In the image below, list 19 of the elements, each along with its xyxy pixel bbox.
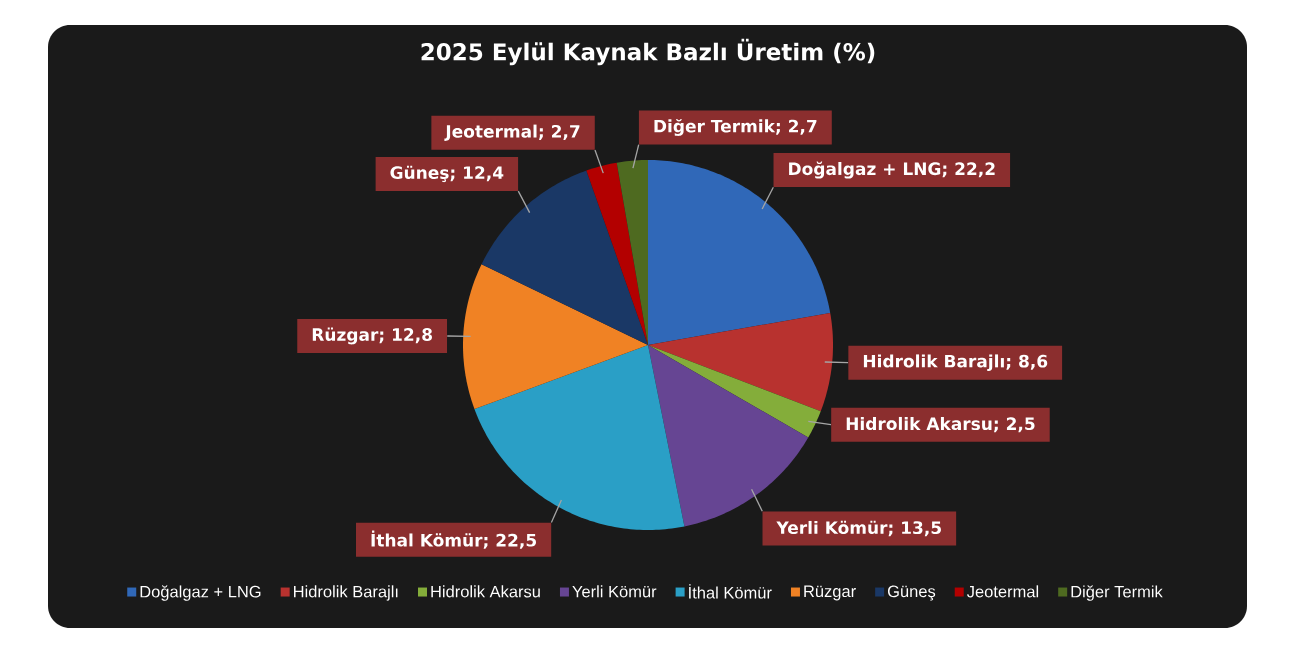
data-label: Rüzgar; 12,8 [312, 327, 432, 345]
data-label: Yerli Kömür; 13,5 [776, 520, 941, 537]
legend-label: Diğer Termik [1071, 585, 1163, 601]
data-label: Hidrolik Akarsu; 2,5 [846, 416, 1035, 433]
data-label: Güneş; 12,4 [390, 165, 504, 183]
data-label: İthal Kömür; 22,5 [371, 530, 536, 549]
data-label: Diğer Termik; 2,7 [654, 118, 817, 136]
chart-title: 2025 Eylül Kaynak Bazlı Üretim (%) [421, 38, 875, 66]
legend-label: Yerli Kömür [572, 585, 657, 598]
legend-label: Jeotermal [967, 585, 1039, 598]
legend-label: Rüzgar [804, 585, 856, 601]
data-label: Jeotermal; 2,7 [444, 124, 580, 141]
legend-label: Hidrolik Akarsu [431, 585, 540, 598]
legend-label: Güneş [887, 585, 936, 601]
legend-label: Hidrolik Barajlı [294, 585, 398, 601]
legend-label: Doğalgaz + LNG [140, 585, 261, 601]
legend-label: İthal Kömür [689, 584, 772, 599]
data-label: Hidrolik Barajlı; 8,6 [863, 354, 1048, 372]
data-label: Doğalgaz + LNG; 22,2 [789, 161, 995, 179]
